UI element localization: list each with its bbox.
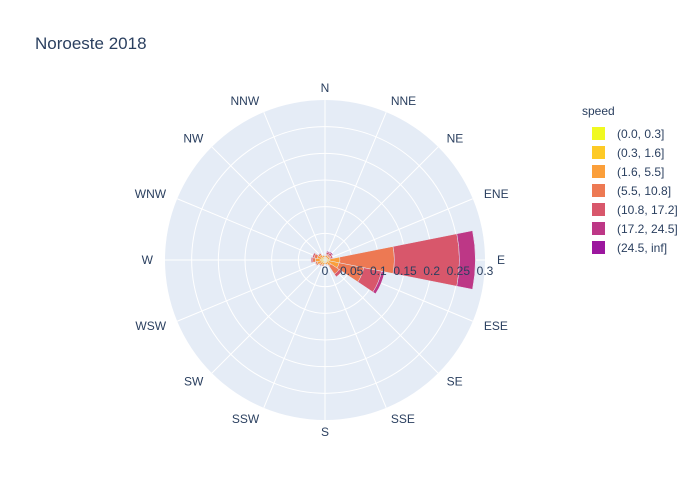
legend-label: (17.2, 24.5] bbox=[617, 221, 678, 236]
bar-ne-series-5 bbox=[329, 251, 334, 256]
legend-item[interactable]: (0.0, 0.3] bbox=[582, 124, 678, 143]
radial-tick-label: 0.15 bbox=[393, 264, 417, 278]
radial-tick-label: 0 bbox=[322, 264, 329, 278]
direction-label-e: E bbox=[497, 253, 505, 267]
bar-w-series-3 bbox=[312, 257, 316, 263]
legend-label: (0.0, 0.3] bbox=[617, 126, 665, 141]
angular-gridline bbox=[324, 146, 439, 261]
legend-swatch bbox=[592, 203, 605, 216]
radial-tick-label: 0.25 bbox=[447, 264, 471, 278]
legend-swatch bbox=[592, 165, 605, 178]
direction-label-s: S bbox=[321, 425, 329, 439]
legend-item[interactable]: (24.5, inf] bbox=[582, 238, 678, 257]
angular-gridline bbox=[263, 259, 326, 409]
legend-item[interactable]: (5.5, 10.8] bbox=[582, 181, 678, 200]
angular-gridline bbox=[324, 259, 387, 409]
bar-nw-series-4 bbox=[317, 252, 321, 256]
bar-n-series-4 bbox=[323, 254, 327, 256]
legend-swatch bbox=[592, 241, 605, 254]
legend-swatch bbox=[592, 184, 605, 197]
legend-item[interactable]: (10.8, 17.2] bbox=[582, 200, 678, 219]
bar-w-series-4 bbox=[310, 257, 314, 263]
angular-gridline bbox=[324, 259, 439, 374]
angular-gridline bbox=[263, 111, 326, 261]
radial-tick-label: 0.05 bbox=[340, 264, 364, 278]
legend-swatch bbox=[592, 127, 605, 140]
direction-label-wsw: WSW bbox=[135, 319, 166, 333]
radial-tick-label: 0.2 bbox=[423, 264, 440, 278]
direction-label-ne: NE bbox=[447, 131, 464, 145]
radial-tick-label: 0.3 bbox=[477, 264, 494, 278]
legend-swatch bbox=[592, 146, 605, 159]
bar-ene-series-4 bbox=[329, 255, 334, 260]
direction-label-ese: ESE bbox=[484, 319, 508, 333]
angular-gridline bbox=[211, 259, 326, 374]
direction-label-w: W bbox=[142, 253, 154, 267]
legend-label: (0.3, 1.6] bbox=[617, 145, 665, 160]
legend-label: (24.5, inf] bbox=[617, 240, 668, 255]
bar-sse-series-4 bbox=[325, 264, 329, 267]
angular-gridline bbox=[176, 259, 326, 322]
legend-title: speed bbox=[582, 104, 615, 118]
direction-label-wnw: WNW bbox=[135, 187, 167, 201]
legend-swatch bbox=[592, 222, 605, 235]
direction-label-se: SE bbox=[447, 375, 463, 389]
bar-e-series-5 bbox=[456, 230, 476, 290]
direction-label-ene: ENE bbox=[484, 187, 509, 201]
legend-items: (0.0, 0.3] (0.3, 1.6] (1.6, 5.5] (5.5, 10.8… bbox=[582, 124, 678, 257]
direction-label-sw: SW bbox=[184, 375, 204, 389]
direction-label-n: N bbox=[321, 81, 330, 95]
bar-s-series-3 bbox=[323, 263, 327, 266]
direction-label-ssw: SSW bbox=[232, 412, 260, 426]
angular-gridline bbox=[324, 198, 474, 261]
angular-gridline bbox=[176, 198, 326, 261]
legend-label: (5.5, 10.8] bbox=[617, 183, 672, 198]
angular-gridline bbox=[324, 111, 387, 261]
bar-wnw-series-4 bbox=[312, 252, 317, 259]
bar-se-series-4 bbox=[334, 269, 343, 278]
legend-item[interactable]: (0.3, 1.6] bbox=[582, 143, 678, 162]
bar-sw-series-4 bbox=[318, 263, 322, 267]
direction-label-nne: NNE bbox=[391, 94, 416, 108]
legend-item[interactable]: (17.2, 24.5] bbox=[582, 219, 678, 238]
direction-label-nw: NW bbox=[183, 131, 204, 145]
direction-label-sse: SSE bbox=[391, 412, 415, 426]
bar-ese-series-5 bbox=[372, 270, 385, 295]
direction-label-nnw: NNW bbox=[231, 94, 260, 108]
legend-label: (1.6, 5.5] bbox=[617, 164, 665, 179]
bar-wsw-series-4 bbox=[314, 261, 318, 266]
legend-item[interactable]: (1.6, 5.5] bbox=[582, 162, 678, 181]
angular-gridline bbox=[211, 146, 326, 261]
radial-tick-label: 0.1 bbox=[370, 264, 387, 278]
chart-title: Noroeste 2018 bbox=[35, 34, 147, 53]
legend: speed (0.0, 0.3] (0.3, 1.6] (1.6, 5.5] (5.5… bbox=[582, 104, 678, 257]
legend-label: (10.8, 17.2] bbox=[617, 202, 678, 217]
